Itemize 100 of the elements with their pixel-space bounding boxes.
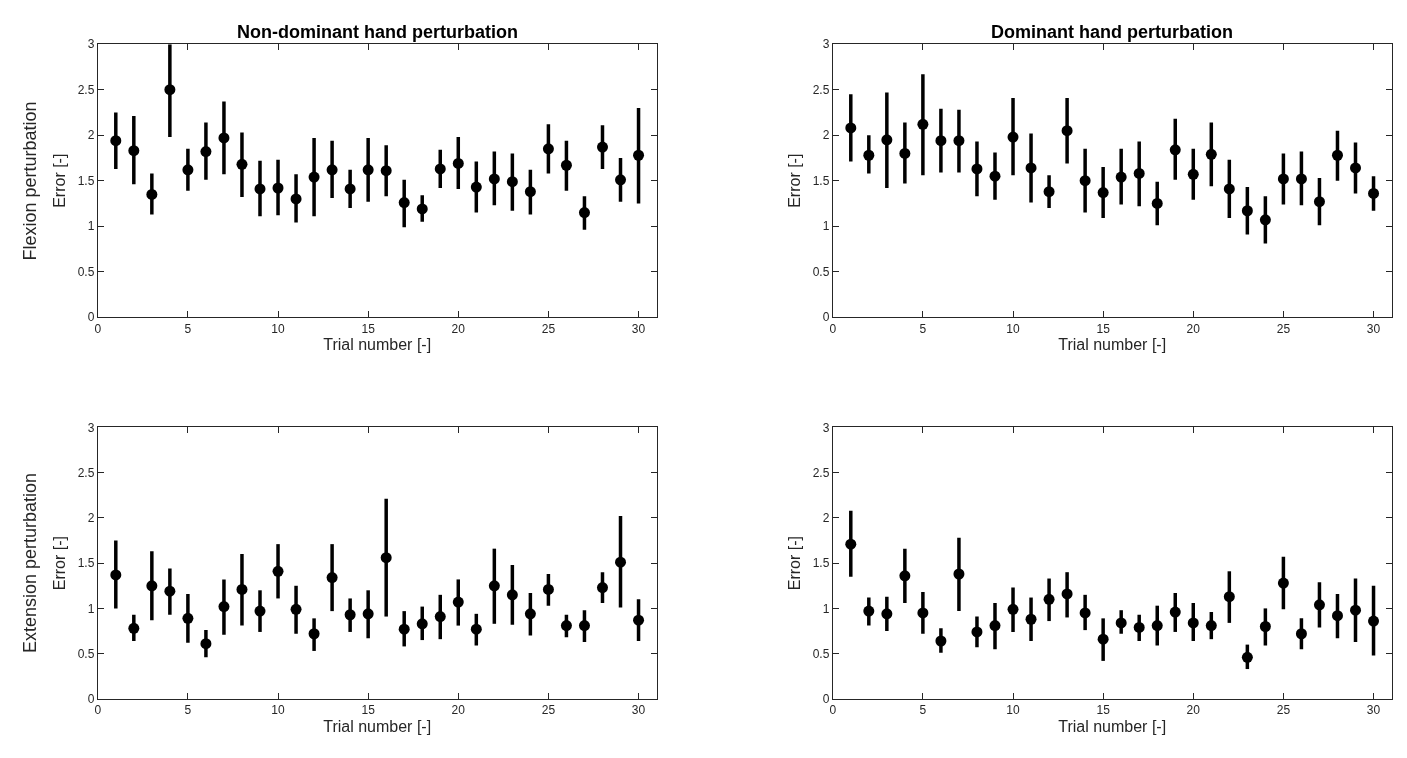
point	[128, 622, 140, 634]
point	[633, 149, 645, 161]
y-tick-label: 3	[822, 37, 830, 52]
point	[362, 164, 374, 176]
point	[1295, 173, 1307, 185]
point	[917, 607, 929, 619]
point	[917, 118, 929, 130]
point	[1277, 577, 1289, 589]
point	[200, 146, 212, 158]
y-tick-label: 2	[87, 511, 95, 526]
point	[863, 149, 875, 161]
x-tick-label: 20	[1186, 703, 1201, 718]
point	[560, 620, 572, 632]
point	[1350, 604, 1361, 616]
point	[971, 163, 983, 175]
point	[1241, 651, 1253, 663]
point	[254, 183, 266, 195]
y-tick-label: 1	[87, 219, 95, 234]
point	[1025, 613, 1037, 625]
y-tick-label: 2.5	[77, 82, 95, 97]
y-tick-label: 2.5	[77, 465, 95, 480]
text: Flexion perturbation	[20, 101, 41, 261]
point	[434, 611, 446, 623]
point	[380, 552, 392, 564]
x-tick-label: 15	[1096, 703, 1111, 718]
point	[1223, 591, 1235, 603]
y-axis-title: Error [-]	[785, 153, 803, 208]
point	[935, 635, 947, 647]
point	[488, 173, 500, 185]
point	[578, 207, 590, 219]
point	[971, 626, 983, 638]
x-tick-label: 30	[1366, 321, 1381, 336]
point	[1241, 205, 1253, 217]
point	[200, 638, 212, 650]
point	[164, 585, 176, 597]
point	[146, 188, 158, 200]
point	[380, 165, 392, 177]
point	[863, 605, 875, 617]
point	[1061, 125, 1073, 137]
x-tick-label: 5	[184, 321, 192, 336]
x-tick-label: 25	[1276, 321, 1291, 336]
y-tick-label: 1.5	[77, 173, 95, 188]
y-axis-title: Error [-]	[785, 536, 803, 591]
point	[488, 580, 500, 592]
y-tick-label: 2	[822, 128, 830, 143]
point	[218, 601, 230, 613]
point	[953, 135, 965, 147]
point	[416, 618, 428, 630]
y-tick-label: 2	[87, 128, 95, 143]
y-tick-label: 0	[822, 310, 830, 325]
y-tick-label: 0	[87, 692, 95, 707]
point	[1350, 162, 1361, 174]
point	[326, 572, 338, 584]
point	[146, 580, 158, 592]
point	[1043, 593, 1055, 605]
point	[615, 174, 627, 186]
point	[236, 583, 248, 595]
point	[506, 589, 518, 601]
x-tick-label: 5	[919, 321, 927, 336]
point	[272, 565, 284, 577]
point	[845, 122, 857, 134]
y-tick-label: 0	[822, 692, 830, 707]
point	[1079, 607, 1091, 619]
point	[416, 203, 428, 215]
point	[1097, 633, 1109, 645]
x-tick-label: 20	[1186, 321, 1201, 336]
point	[290, 603, 302, 615]
y-tick-label: 0.5	[77, 264, 95, 279]
point	[506, 176, 518, 188]
point	[362, 608, 374, 620]
point	[1169, 144, 1181, 156]
y-axis-title: Error [-]	[50, 153, 68, 208]
point	[1151, 620, 1163, 632]
x-tick-label: 10	[271, 703, 286, 718]
point	[560, 159, 572, 171]
y-tick-label: 1	[822, 219, 830, 234]
point	[470, 181, 482, 193]
point	[236, 158, 248, 170]
point	[596, 582, 608, 594]
y-tick-label: 2	[822, 511, 830, 526]
point	[542, 143, 554, 155]
x-tick-label: 30	[631, 321, 646, 336]
y-tick-label: 1.5	[812, 173, 830, 188]
text: Extension perturbation	[19, 472, 40, 654]
point	[1187, 617, 1199, 629]
point	[452, 157, 464, 169]
point	[398, 197, 410, 209]
point	[615, 556, 627, 568]
point	[899, 147, 911, 159]
point	[1205, 620, 1217, 632]
point	[1097, 187, 1109, 199]
x-axis-title: Trial number [-]	[1058, 718, 1167, 736]
x-tick-label: 10	[271, 321, 286, 336]
point	[1007, 603, 1019, 615]
y-tick-label: 3	[822, 420, 830, 435]
point	[1043, 186, 1055, 198]
point	[1313, 196, 1325, 208]
y-tick-label: 2.5	[812, 82, 830, 97]
point	[398, 623, 410, 635]
point	[1368, 187, 1380, 199]
